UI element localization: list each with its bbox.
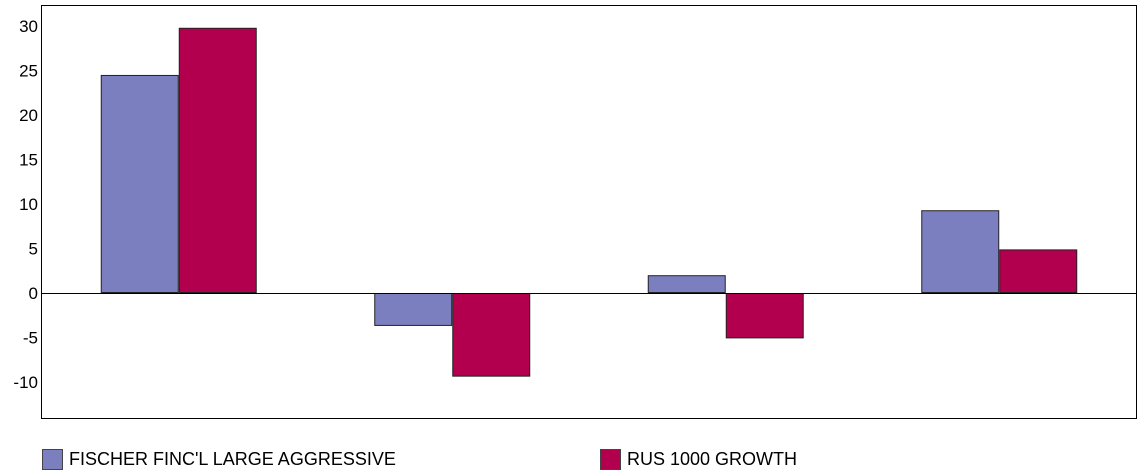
y-tick-label: -10: [13, 373, 38, 392]
y-tick-label: -5: [23, 329, 38, 348]
bar-series-2-group-4: [999, 249, 1078, 293]
y-tick-label: 30: [19, 17, 38, 36]
y-tick-label: 20: [19, 106, 38, 125]
legend-label-series-1: FISCHER FINC'L LARGE AGGRESSIVE: [69, 448, 396, 469]
bar-chart: 30 25 20 15 10 5 0 -5 -10: [13, 5, 1137, 419]
bar-series-1-group-4: [921, 210, 1000, 293]
y-tick-label: 25: [19, 62, 38, 81]
legend-item-series-2: RUS 1000 GROWTH: [600, 448, 797, 470]
y-tick-label: 0: [29, 284, 38, 303]
bar-series-1-group-1: [100, 74, 179, 293]
legend-swatch-series-1: [42, 448, 63, 470]
bar-series-1-group-3: [647, 275, 726, 294]
y-tick-label: 5: [29, 240, 38, 259]
bar-series-2-group-3: [725, 293, 804, 339]
bars: [100, 27, 1078, 377]
y-tick-label: 15: [19, 151, 38, 170]
bar-series-1-group-2: [374, 293, 453, 326]
bar-series-2-group-2: [452, 293, 531, 377]
legend-swatch-series-2: [600, 448, 621, 470]
legend-label-series-2: RUS 1000 GROWTH: [627, 448, 798, 469]
legend-item-series-1: FISCHER FINC'L LARGE AGGRESSIVE: [42, 448, 396, 470]
y-axis-ticks: 30 25 20 15 10 5 0 -5 -10: [13, 17, 38, 392]
bar-series-2-group-1: [178, 27, 257, 294]
legend: FISCHER FINC'L LARGE AGGRESSIVE RUS 1000…: [0, 448, 1147, 470]
y-tick-label: 10: [19, 195, 38, 214]
